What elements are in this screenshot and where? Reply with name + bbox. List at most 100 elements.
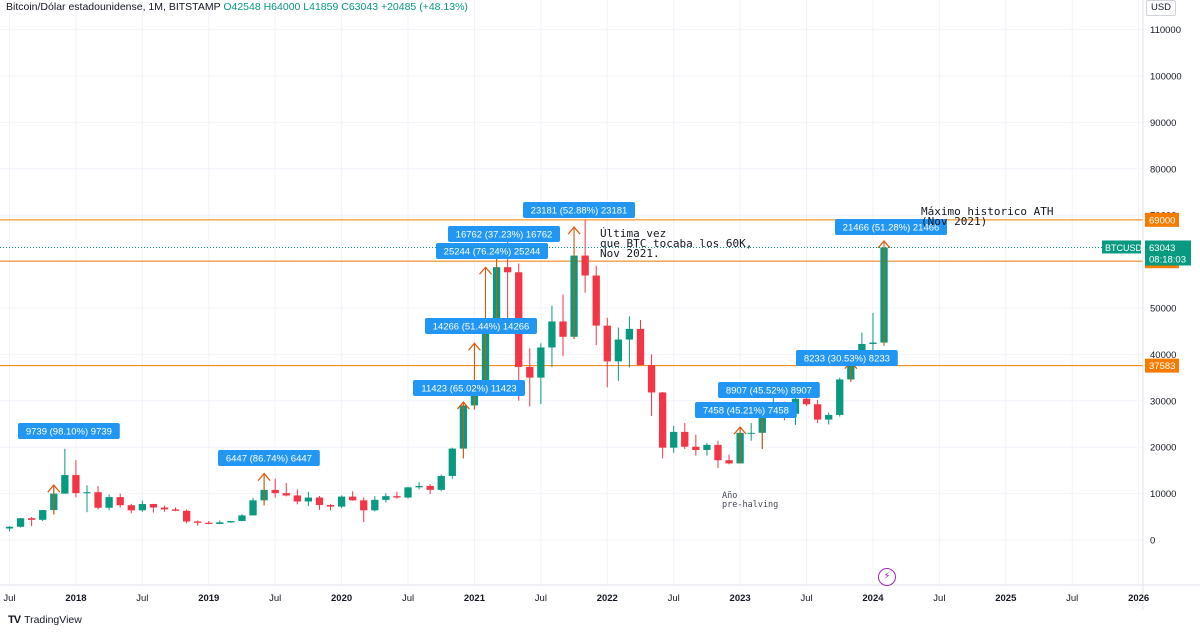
measure-label[interactable]: 21466 (51.28%) 21466 — [843, 223, 940, 234]
candle-body — [636, 328, 645, 366]
y-tick-label: 100000 — [1150, 72, 1182, 83]
measure-label-bg[interactable] — [835, 219, 947, 235]
candle-body — [5, 526, 14, 529]
candle-body — [94, 492, 102, 508]
measure-arrow-head — [877, 240, 891, 249]
measure-label[interactable]: 8907 (45.52%) 8907 — [726, 386, 812, 397]
symbol-tag-bg — [1102, 240, 1141, 254]
ohlc-values: O42548 H64000 L41859 C63043 +20485 (+48.… — [223, 1, 468, 13]
candle-body — [869, 342, 877, 344]
tradingview-logo[interactable]: TV TradingView — [8, 614, 82, 626]
candle-body — [658, 392, 667, 448]
measure-label-bg[interactable] — [218, 450, 320, 466]
annotation-text: Nov 2021. — [600, 247, 660, 260]
candle-body — [625, 328, 634, 340]
candle-body — [182, 510, 191, 522]
x-tick-label: 2022 — [597, 593, 618, 604]
candle-body — [249, 500, 257, 516]
y-tick-label: 40000 — [1150, 350, 1176, 361]
measure-arrow-head — [47, 484, 61, 493]
measure-label-bg[interactable] — [796, 350, 898, 366]
measure-label-bg[interactable] — [18, 423, 120, 439]
candle-body — [282, 493, 290, 496]
annotation-text: Año — [722, 491, 737, 501]
measure-label[interactable]: 25244 (76.24%) 25244 — [444, 247, 541, 258]
candle-body — [426, 485, 434, 490]
y-tick-label: 30000 — [1150, 396, 1176, 407]
candle-body — [337, 496, 346, 507]
y-tick-label: 10000 — [1150, 489, 1176, 500]
measure-label[interactable]: 8233 (30.53%) 8233 — [804, 354, 890, 365]
candle-body — [503, 267, 512, 273]
x-tick-label: Jul — [933, 593, 945, 604]
measure-label[interactable]: 16762 (37.23%) 16762 — [456, 230, 553, 241]
y-tick-label: 20000 — [1150, 443, 1176, 454]
x-tick-label: 2024 — [862, 593, 884, 604]
candle-body — [83, 492, 91, 494]
candle-body — [238, 515, 246, 521]
candle-body — [216, 522, 224, 524]
candle-body — [592, 275, 600, 326]
candle-body — [138, 504, 146, 511]
candle-body — [415, 485, 423, 488]
measure-label-bg[interactable] — [523, 202, 635, 218]
candle-body — [813, 404, 822, 420]
symbol-tag-label: BTCUSD — [1105, 243, 1143, 253]
candle-body — [72, 475, 80, 494]
x-tick-label: Jul — [800, 593, 812, 604]
x-tick-label: Jul — [535, 593, 547, 604]
candle-body — [16, 518, 25, 527]
measure-label[interactable]: 11423 (65.02%) 11423 — [421, 384, 516, 395]
measure-label-bg[interactable] — [413, 380, 525, 396]
candle-countdown-label: 08:18:03 — [1149, 254, 1186, 265]
measure-arrow-head — [257, 472, 271, 481]
candle-body — [703, 444, 711, 450]
x-tick-label: Jul — [1066, 593, 1078, 604]
candle-body — [647, 365, 656, 393]
last-price-label: 63043 — [1149, 243, 1175, 254]
candle-body — [116, 497, 124, 506]
x-tick-label: Jul — [402, 593, 414, 604]
candle-body — [537, 347, 545, 378]
candle-body — [404, 487, 412, 498]
x-tick-label: Jul — [136, 593, 148, 604]
measure-label-bg[interactable] — [425, 318, 537, 334]
measure-label-bg[interactable] — [718, 382, 820, 398]
measure-labels[interactable]: 9739 (98.10%) 9739 6447 (86.74%) 6447 1142… — [18, 202, 947, 466]
measure-label[interactable]: 14266 (51.44%) 14266 — [433, 322, 530, 333]
annotation-text: Máximo historico ATH — [921, 205, 1053, 218]
x-tick-label: 2025 — [995, 593, 1017, 604]
measure-label-bg[interactable] — [695, 402, 797, 418]
chart-header: Bitcoin/Dólar estadounidense, 1M, BITSTA… — [6, 0, 468, 14]
candle-body — [304, 497, 313, 502]
measure-label[interactable]: 6447 (86.74%) 6447 — [226, 454, 312, 465]
candle-body — [227, 520, 235, 523]
x-tick-label: 2021 — [464, 593, 486, 604]
x-tick-label: Jul — [3, 593, 15, 604]
measure-label-bg[interactable] — [448, 226, 560, 242]
y-tick-label: 80000 — [1150, 164, 1176, 175]
candle-body — [437, 475, 445, 490]
x-tick-label: 2019 — [198, 593, 219, 604]
candle-body — [349, 496, 357, 501]
annotation-text: (Nov 2021) — [921, 215, 987, 228]
candle-body — [802, 398, 811, 405]
measure-label[interactable]: 9739 (98.10%) 9739 — [26, 427, 112, 438]
candle-body — [836, 379, 844, 415]
currency-button[interactable]: USD — [1146, 0, 1176, 16]
candle-body — [603, 325, 611, 362]
candle-body — [39, 510, 47, 520]
measure-label[interactable]: 7458 (45.21%) 7458 — [703, 406, 789, 417]
annotation-text: que BTC tocaba los 60K, — [600, 237, 752, 250]
y-tick-label: 90000 — [1150, 118, 1176, 129]
price-axis[interactable]: 0100002000030000400005000060000700008000… — [1150, 25, 1182, 546]
lightning-icon[interactable]: ⚡ — [878, 568, 896, 586]
candle-body — [127, 505, 135, 511]
measure-arrow-head — [567, 226, 581, 235]
candle-body — [714, 444, 722, 461]
measure-label[interactable]: 23181 (52.88%) 23181 — [531, 206, 628, 217]
candle-body — [448, 448, 456, 476]
time-axis[interactable]: Jul 2018 Jul 2019 Jul 2020 Jul 2021 Jul 2022 Jul 20… — [0, 0, 1200, 610]
